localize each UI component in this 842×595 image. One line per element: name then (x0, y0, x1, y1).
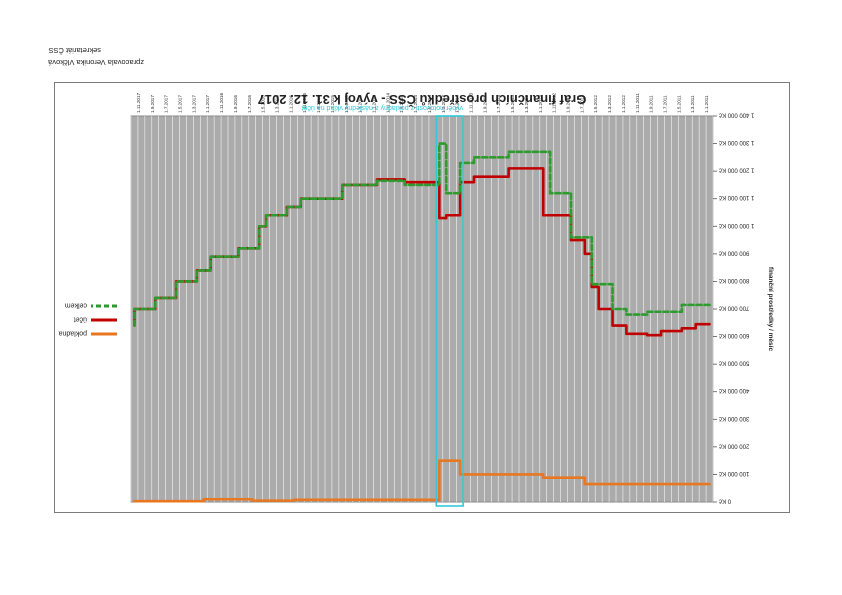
legend-label-celkem: celkem (65, 302, 87, 309)
x-tick-label: 1.5.2015 (344, 95, 349, 113)
x-tick-label: 1.9.2015 (316, 95, 321, 113)
x-tick-label: 1.5.2016 (261, 95, 266, 113)
x-tick-label: 1.7.2012 (579, 95, 584, 113)
y-tick-label: 400 000 Kč (719, 387, 749, 393)
x-tick-label: 1.1.2015 (371, 95, 376, 113)
x-tick-label: 1.9.2016 (233, 95, 238, 113)
y-tick-label: 100 000 Kč (719, 470, 749, 476)
x-tick-label: 1.1.2016 (288, 95, 293, 113)
x-tick-label: 1.3.2015 (358, 95, 363, 113)
legend-label-pokladna: pokladna (58, 330, 87, 337)
legend-label-účet: účet (74, 316, 87, 323)
x-tick-label: 1.9.2014 (399, 95, 404, 113)
y-tick-label: 1 300 000 Kč (719, 139, 754, 145)
x-tick-label: 1.5.2017 (177, 95, 182, 113)
x-tick-label: 1.11.2014 (385, 92, 390, 113)
y-tick-label: 1 400 000 Kč (719, 112, 754, 118)
x-tick-label: 1.5.2014 (427, 95, 432, 113)
y-tick-label: 600 000 Kč (719, 332, 749, 338)
x-tick-label: 1.7.2014 (413, 95, 418, 113)
office-credit: sekretariát ČSS (48, 46, 101, 55)
x-tick-label: 1.3.2017 (191, 95, 196, 113)
x-tick-label: 1.5.2012 (593, 95, 598, 113)
y-tick-label: 0 Kč (719, 498, 731, 504)
y-tick-label: 800 000 Kč (719, 277, 749, 283)
x-tick-label: 1.7.2013 (496, 95, 501, 113)
x-tick-label: 1.1.2017 (205, 95, 210, 113)
series-line-celkem (133, 142, 711, 327)
x-tick-label: 1.9.2011 (649, 95, 654, 113)
annotation-box (435, 115, 464, 507)
y-tick-label: 700 000 Kč (719, 305, 749, 311)
x-tick-label: 1.9.2013 (482, 95, 487, 113)
y-tick-label: 1 000 000 Kč (719, 222, 754, 228)
annotation-text: výběr hotovosti z pokladny a následný vk… (302, 104, 464, 111)
x-tick-label: 1.3.2011 (690, 95, 695, 113)
chart-frame: 0 Kč 100 000 Kč 200 000 Kč 300 000 Kč 400 00… (54, 82, 790, 513)
y-tick-label: 900 000 Kč (719, 249, 749, 255)
x-tick-label: 1.1.2014 (455, 95, 460, 113)
chart-title: Graf finančních prostředků ČSS - vývoj k… (258, 92, 587, 107)
series-line-pokladna (133, 459, 711, 503)
x-tick-label: 1.7.2011 (662, 95, 667, 113)
chart-canvas: 0 Kč 100 000 Kč 200 000 Kč 300 000 Kč 400 00… (58, 92, 774, 507)
x-tick-label: 1.5.2011 (676, 95, 681, 113)
x-tick-label: 1.11.2011 (635, 93, 640, 113)
author-credit: zpracovala Veronika Vlčková (48, 58, 144, 67)
x-tick-label: 1.11.2013 (468, 92, 473, 113)
x-tick-label: 1.1.2012 (621, 95, 626, 113)
x-tick-label: 1.1.2011 (704, 95, 709, 113)
y-tick-label: 300 000 Kč (719, 415, 749, 421)
x-tick-label: 1.11.2017 (136, 92, 141, 113)
y-axis-label: finanční prostředky / měsíc (767, 267, 774, 352)
x-tick-label: 1.9.2012 (565, 95, 570, 113)
x-tick-label: 1.7.2015 (330, 95, 335, 113)
y-tick-label: 200 000 Kč (719, 442, 749, 448)
x-tick-label: 1.9.2017 (150, 95, 155, 113)
y-tick-label: 1 200 000 Kč (719, 167, 754, 173)
x-tick-label: 1.11.2015 (302, 92, 307, 113)
x-tick-label: 1.3.2014 (441, 95, 446, 113)
x-tick-label: 1.3.2016 (274, 95, 279, 113)
x-tick-label: 1.1.2013 (538, 95, 543, 113)
x-tick-label: 1.5.2013 (510, 95, 515, 113)
x-tick-label: 1.7.2017 (164, 95, 169, 113)
x-tick-label: 1.7.2016 (247, 95, 252, 113)
x-tick-label: 1.11.2016 (219, 92, 224, 113)
y-tick-label: 1 100 000 Kč (719, 194, 754, 200)
y-tick-label: 500 000 Kč (719, 360, 749, 366)
x-tick-label: 1.11.2012 (552, 92, 557, 113)
x-tick-label: 1.3.2012 (607, 95, 612, 113)
x-tick-label: 1.3.2013 (524, 95, 529, 113)
